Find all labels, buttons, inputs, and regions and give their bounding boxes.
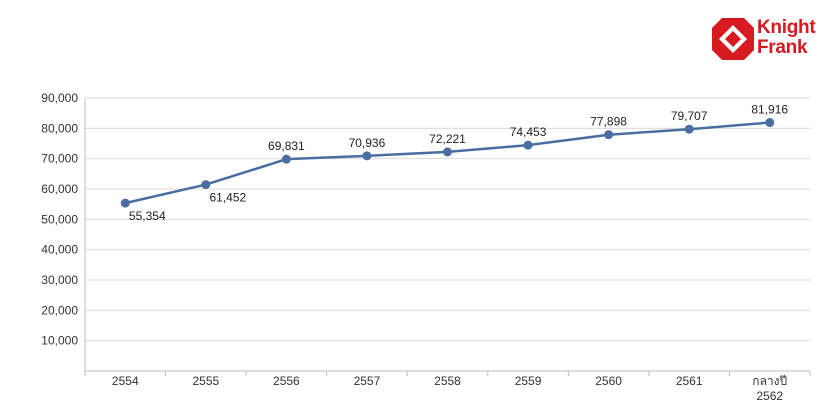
data-label: 74,453 bbox=[510, 125, 547, 139]
x-tick-label: 2558 bbox=[434, 374, 461, 388]
data-point bbox=[684, 124, 694, 134]
x-tick-label: 2554 bbox=[112, 374, 139, 388]
data-point bbox=[281, 154, 291, 164]
data-label: 72,221 bbox=[429, 132, 466, 146]
x-tick-label: 2559 bbox=[515, 374, 542, 388]
data-point bbox=[443, 147, 452, 157]
y-tick-label: 50,000 bbox=[41, 212, 78, 226]
x-tick-label: 2561 bbox=[676, 374, 703, 388]
data-point bbox=[362, 151, 372, 161]
y-tick-label: 10,000 bbox=[41, 334, 78, 348]
data-point bbox=[120, 198, 130, 208]
y-tick-label: 40,000 bbox=[41, 243, 78, 257]
data-label: 77,898 bbox=[590, 115, 627, 129]
data-label: 70,936 bbox=[349, 136, 386, 150]
data-point bbox=[765, 118, 775, 128]
y-tick-label: 70,000 bbox=[41, 152, 78, 166]
x-tick-label: กลางปี 2562 bbox=[752, 374, 787, 403]
data-label: 69,831 bbox=[268, 139, 305, 153]
knight-frank-logo: Knight Frank bbox=[712, 18, 830, 62]
x-tick-label: 2555 bbox=[192, 374, 219, 388]
data-point bbox=[201, 180, 211, 190]
x-tick-label: 2560 bbox=[595, 374, 622, 388]
x-tick-label: 2556 bbox=[273, 374, 300, 388]
data-point bbox=[604, 130, 614, 140]
data-point bbox=[523, 140, 533, 150]
y-tick-label: 20,000 bbox=[41, 303, 78, 317]
data-label: 81,916 bbox=[751, 103, 788, 117]
y-tick-label: 80,000 bbox=[41, 121, 78, 135]
y-tick-label: 90,000 bbox=[41, 91, 78, 105]
data-label: 61,452 bbox=[209, 191, 246, 205]
y-tick-label: 60,000 bbox=[41, 182, 78, 196]
data-label: 79,707 bbox=[671, 109, 708, 123]
logo-text-knight: Knight bbox=[757, 17, 816, 38]
x-tick-label: 2557 bbox=[354, 374, 381, 388]
y-tick-label: 30,000 bbox=[41, 273, 78, 287]
data-label: 55,354 bbox=[129, 209, 166, 223]
logo-text-frank: Frank bbox=[757, 37, 808, 58]
knight-frank-mark-icon bbox=[712, 18, 754, 60]
